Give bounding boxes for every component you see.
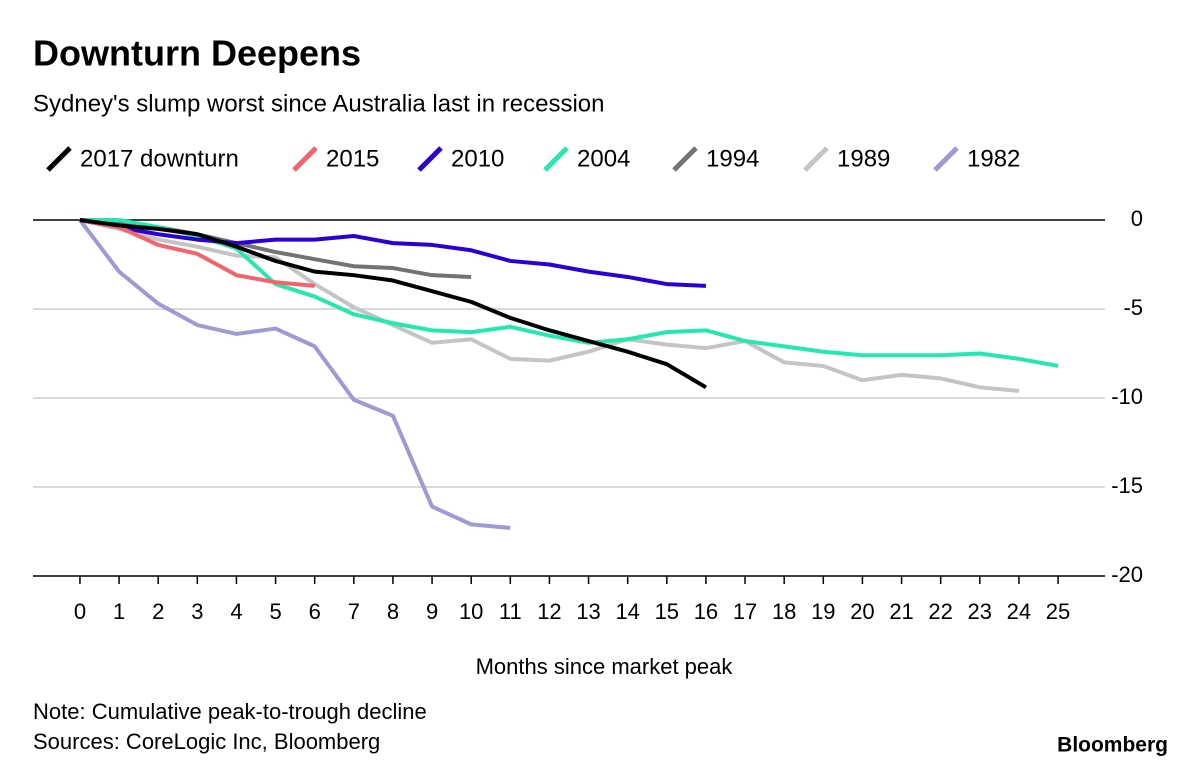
legend-swatch (933, 146, 959, 172)
x-tick-label: 1 (113, 599, 125, 624)
x-tick-label: 17 (733, 599, 757, 624)
x-tick-label: 19 (811, 599, 835, 624)
x-tick-label: 23 (968, 599, 992, 624)
source: Sources: CoreLogic Inc, Bloomberg (33, 729, 380, 754)
y-tick-label: -5 (1123, 295, 1143, 320)
legend-label: 2015 (326, 145, 379, 172)
x-tick-label: 8 (387, 599, 399, 624)
legend-swatch (46, 146, 72, 172)
x-tick-label: 5 (269, 599, 281, 624)
legend-label: 1982 (967, 145, 1020, 172)
series-line (78, 218, 511, 530)
legend-swatch (417, 146, 443, 172)
y-tick-label: -10 (1111, 384, 1143, 409)
x-tick-label: 0 (74, 599, 86, 624)
y-tick-label: -20 (1111, 562, 1143, 587)
legend-swatch (292, 146, 318, 172)
y-tick-label: -15 (1111, 473, 1143, 498)
series-line (79, 218, 1059, 368)
x-tick-label: 2 (152, 599, 164, 624)
x-axis-label: Months since market peak (476, 654, 734, 679)
chart-subtitle: Sydney's slump worst since Australia las… (33, 90, 605, 117)
chart-title: Downturn Deepens (33, 33, 361, 74)
x-tick-label: 4 (230, 599, 242, 624)
series-line (79, 218, 1020, 393)
x-tick-label: 15 (655, 599, 679, 624)
x-tick-label: 20 (850, 599, 874, 624)
x-tick-label: 24 (1007, 599, 1031, 624)
x-tick-label: 13 (576, 599, 600, 624)
x-tick-label: 21 (889, 599, 913, 624)
legend-label: 1994 (706, 145, 759, 172)
legend-swatch (672, 146, 698, 172)
x-tick-label: 11 (499, 599, 522, 624)
brand: Bloomberg (1057, 734, 1168, 757)
note: Note: Cumulative peak-to-trough decline (33, 699, 427, 724)
legend-label: 2010 (451, 145, 504, 172)
legend-swatch (803, 146, 829, 172)
legend-label: 1989 (837, 145, 890, 172)
x-tick-label: 14 (615, 599, 639, 624)
series-line (79, 218, 707, 288)
x-tick-label: 3 (191, 599, 203, 624)
x-tick-label: 25 (1046, 599, 1070, 624)
x-tick-label: 6 (309, 599, 321, 624)
x-tick-label: 9 (426, 599, 438, 624)
legend-swatch (543, 146, 569, 172)
x-tick-label: 12 (537, 599, 561, 624)
series-line (79, 218, 707, 390)
legend-label: 2004 (577, 145, 630, 172)
x-tick-label: 16 (694, 599, 718, 624)
x-tick-label: 7 (348, 599, 360, 624)
x-tick-label: 22 (928, 599, 952, 624)
legend-label: 2017 downturn (80, 145, 239, 172)
x-tick-label: 18 (772, 599, 796, 624)
x-tick-label: 10 (459, 599, 483, 624)
y-tick-label: 0 (1131, 206, 1143, 231)
